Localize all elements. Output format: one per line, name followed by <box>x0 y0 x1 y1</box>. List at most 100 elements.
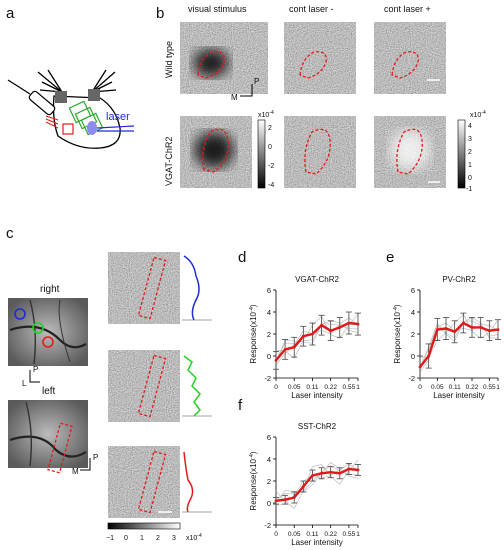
laser-label: laser <box>106 111 130 123</box>
individual-trace <box>419 313 499 359</box>
img-wt-laser-on <box>374 22 446 94</box>
data-point <box>356 322 360 326</box>
data-point <box>292 496 296 499</box>
cb2-tick: 4 <box>468 123 472 130</box>
y-tick-label: -2 <box>264 521 271 530</box>
y-tick-label: 4 <box>411 308 415 317</box>
individual-trace <box>419 317 499 369</box>
x-axis-label: Laser intensity <box>433 391 485 400</box>
col-title-laser-on: cont laser + <box>384 4 431 14</box>
data-point <box>292 345 296 349</box>
y-tick-label: 2 <box>267 330 271 339</box>
right-label: right <box>40 284 60 295</box>
y-tick-label: 2 <box>267 477 271 486</box>
img-wt-laser-off <box>284 22 356 94</box>
panel-b: b visual stimulus cont laser - cont lase… <box>156 4 486 193</box>
x-tick-label: 1 <box>356 384 360 391</box>
orientation-marker-c1: P L <box>22 365 40 388</box>
orient-p: P <box>254 77 259 86</box>
y-axis-label: Response(x10-4) <box>249 304 258 363</box>
data-point <box>329 470 333 474</box>
data-point <box>418 365 422 369</box>
individual-trace <box>275 459 359 509</box>
red-roi <box>62 123 74 135</box>
cb1-tick: -2 <box>268 163 274 170</box>
data-point <box>274 499 278 503</box>
data-point <box>301 485 305 488</box>
data-point <box>338 471 342 475</box>
visual-stim-grid <box>68 100 104 136</box>
electrode <box>7 79 59 129</box>
cb1-tick: -4 <box>268 182 274 189</box>
data-point <box>487 329 491 333</box>
x-tick-label: 0.11 <box>449 384 462 391</box>
data-point <box>347 467 351 471</box>
orientation-marker-c2: P M <box>72 453 98 476</box>
cb2-tick: 2 <box>468 149 472 156</box>
cb2-tick: 1 <box>468 162 472 169</box>
chart-title: PV-ChR2 <box>442 275 476 284</box>
y-tick-label: 6 <box>267 286 271 295</box>
img-c-blue <box>108 252 180 324</box>
panel-b-label: b <box>156 5 164 22</box>
data-point <box>356 468 360 472</box>
x-tick-label: 0.11 <box>306 531 319 538</box>
x-tick-label: 0 <box>418 384 422 391</box>
x-tick-label: 1 <box>496 384 500 391</box>
panel-c-label: c <box>6 225 14 242</box>
x-tick-label: 0.05 <box>288 384 301 391</box>
row-title-vgat: VGAT-ChR2 <box>164 137 174 186</box>
orient-p: P <box>33 365 38 374</box>
data-point <box>283 498 287 502</box>
x-tick-label: 0 <box>274 531 278 538</box>
vasculature-left <box>8 400 88 474</box>
x-tick-label: 0.55 <box>343 384 356 391</box>
data-point <box>283 348 287 351</box>
x-tick-label: 0.55 <box>343 531 356 538</box>
data-point <box>479 326 483 329</box>
data-point <box>301 334 305 338</box>
panel-f-label: f <box>238 397 243 414</box>
x-tick-label: 0.22 <box>324 531 337 538</box>
img-vgat-laser-on <box>374 116 446 188</box>
x-axis-label: Laser intensity <box>291 538 343 547</box>
left-block <box>55 91 67 103</box>
cb2-exp: x10-4 <box>470 110 486 119</box>
col-title-laser-off: cont laser - <box>289 4 334 14</box>
img-c-green <box>108 350 180 422</box>
img-vgat-visual <box>180 116 252 188</box>
cb2-tick: -1 <box>466 186 472 193</box>
panel-a: a laser <box>6 5 135 149</box>
laser-spot <box>87 121 97 135</box>
data-point <box>320 471 323 475</box>
data-point <box>461 321 465 325</box>
x-tick-label: 0.22 <box>466 384 479 391</box>
data-point <box>435 328 439 331</box>
panel-a-label: a <box>6 5 15 22</box>
data-point <box>311 474 314 477</box>
col-title-visual: visual stimulus <box>188 4 247 14</box>
mean-line <box>275 467 359 502</box>
cb1-exp: x10-4 <box>258 110 274 119</box>
mean-line <box>275 321 359 362</box>
y-tick-label: -2 <box>264 374 271 383</box>
y-tick-label: 0 <box>411 352 415 361</box>
data-point <box>347 321 351 325</box>
x-axis-label: Laser intensity <box>291 391 343 400</box>
img-c-red <box>108 446 180 518</box>
orient-p: P <box>93 453 98 462</box>
y-tick-label: 2 <box>411 330 415 339</box>
x-tick-label: 0.05 <box>288 531 301 538</box>
colorbar-b2: x10-4 4 3 2 1 0 -1 <box>457 110 486 193</box>
data-point <box>470 326 474 329</box>
right-block <box>88 89 100 101</box>
profile-green <box>182 355 212 417</box>
cb1-tick: 0 <box>268 144 272 151</box>
data-point <box>427 354 431 358</box>
img-wt-visual <box>180 22 268 94</box>
y-tick-label: -2 <box>408 374 415 383</box>
